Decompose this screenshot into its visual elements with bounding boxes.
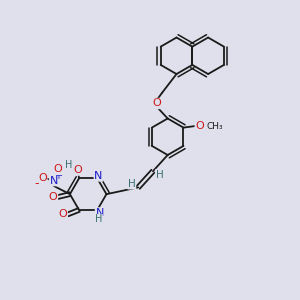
- Text: O: O: [152, 98, 161, 109]
- Text: H: H: [65, 160, 72, 170]
- Text: N: N: [95, 208, 104, 218]
- Text: +: +: [54, 172, 62, 182]
- Text: O: O: [58, 209, 67, 219]
- Text: -: -: [34, 177, 39, 190]
- Text: O: O: [73, 165, 82, 175]
- Text: N: N: [94, 171, 103, 181]
- Text: H: H: [155, 170, 163, 180]
- Text: O: O: [195, 121, 204, 131]
- Text: H: H: [95, 214, 103, 224]
- Text: O: O: [54, 164, 62, 174]
- Text: CH₃: CH₃: [206, 122, 223, 130]
- Text: O: O: [38, 173, 47, 183]
- Text: O: O: [49, 192, 58, 202]
- Text: N: N: [50, 176, 58, 186]
- Text: H: H: [128, 179, 136, 189]
